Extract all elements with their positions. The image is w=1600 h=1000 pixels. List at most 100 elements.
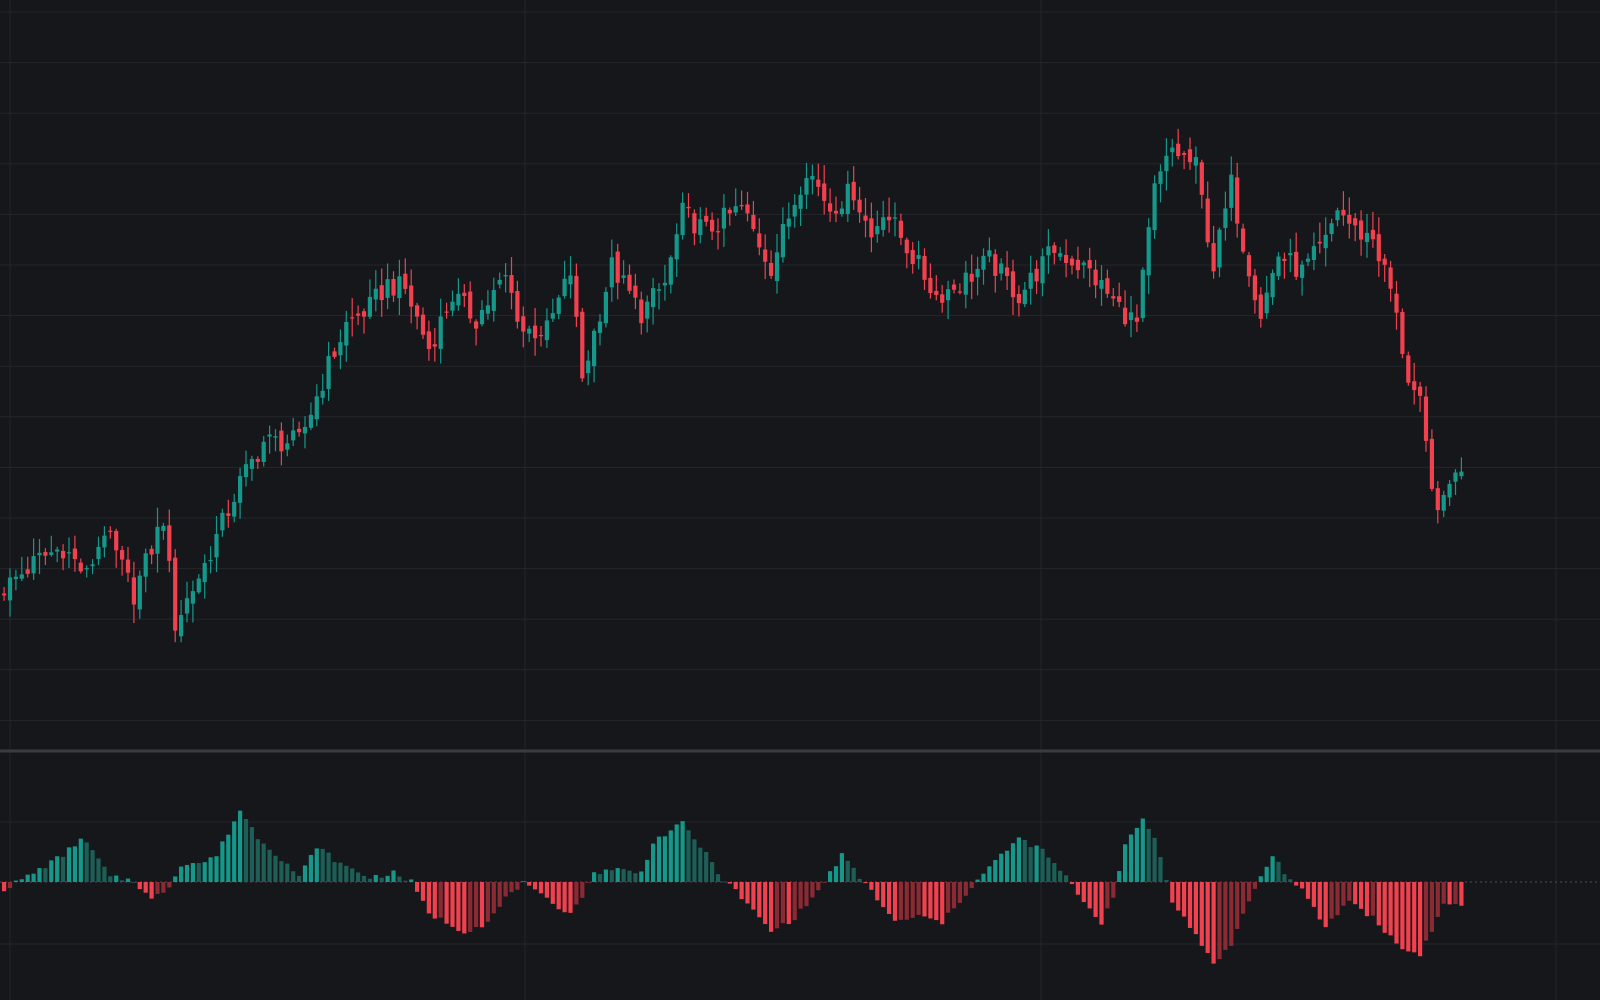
- candle[interactable]: [910, 242, 915, 274]
- candle[interactable]: [1099, 265, 1104, 306]
- candle[interactable]: [114, 528, 119, 568]
- candle[interactable]: [479, 300, 485, 327]
- candle[interactable]: [338, 329, 343, 370]
- candle[interactable]: [261, 435, 266, 467]
- candle[interactable]: [49, 535, 54, 557]
- candle[interactable]: [621, 260, 626, 284]
- candle[interactable]: [196, 574, 201, 595]
- candle[interactable]: [533, 307, 538, 356]
- candle[interactable]: [928, 263, 933, 299]
- candle[interactable]: [1300, 260, 1305, 296]
- candle[interactable]: [214, 515, 219, 573]
- candle[interactable]: [1335, 207, 1340, 227]
- candle[interactable]: [344, 310, 349, 362]
- candle[interactable]: [698, 207, 703, 244]
- candle[interactable]: [562, 260, 567, 299]
- candle[interactable]: [143, 548, 148, 593]
- candle[interactable]: [155, 507, 160, 573]
- candle[interactable]: [615, 243, 620, 300]
- candle[interactable]: [102, 526, 107, 558]
- candle[interactable]: [1223, 191, 1228, 241]
- candle[interactable]: [1010, 259, 1016, 316]
- candle[interactable]: [208, 546, 213, 574]
- candle[interactable]: [1058, 246, 1063, 261]
- candle[interactable]: [1152, 175, 1157, 239]
- candle[interactable]: [255, 456, 260, 469]
- candle[interactable]: [1187, 137, 1193, 170]
- candle[interactable]: [1128, 295, 1134, 338]
- candle[interactable]: [940, 284, 945, 313]
- candle[interactable]: [1075, 246, 1080, 279]
- candle[interactable]: [733, 188, 738, 217]
- candle[interactable]: [863, 197, 868, 238]
- candle[interactable]: [538, 325, 544, 347]
- candle[interactable]: [320, 373, 325, 405]
- candle[interactable]: [804, 162, 809, 210]
- candle[interactable]: [1305, 253, 1311, 267]
- candle[interactable]: [999, 258, 1004, 281]
- candle[interactable]: [1176, 128, 1181, 160]
- candle[interactable]: [887, 197, 892, 233]
- candle[interactable]: [1394, 280, 1399, 330]
- candle[interactable]: [721, 193, 726, 247]
- candle[interactable]: [179, 600, 184, 643]
- candle[interactable]: [1441, 490, 1446, 517]
- candle[interactable]: [857, 186, 862, 223]
- candle[interactable]: [462, 284, 467, 308]
- candle[interactable]: [946, 280, 951, 320]
- candle[interactable]: [1406, 351, 1411, 386]
- candle[interactable]: [19, 556, 24, 582]
- candle[interactable]: [485, 290, 490, 320]
- candle[interactable]: [426, 320, 431, 361]
- candle[interactable]: [521, 306, 526, 348]
- candle[interactable]: [1288, 238, 1293, 273]
- candle[interactable]: [1105, 269, 1110, 298]
- candle[interactable]: [78, 558, 83, 574]
- candle[interactable]: [509, 257, 514, 310]
- candle[interactable]: [981, 248, 986, 285]
- candle[interactable]: [1217, 227, 1222, 278]
- candle[interactable]: [727, 207, 732, 226]
- candle[interactable]: [108, 526, 113, 539]
- candle[interactable]: [420, 307, 426, 339]
- candle[interactable]: [875, 210, 880, 243]
- candle[interactable]: [61, 544, 66, 571]
- candle[interactable]: [1235, 162, 1240, 238]
- candle[interactable]: [1134, 304, 1139, 332]
- candle[interactable]: [326, 341, 331, 401]
- candle[interactable]: [249, 455, 254, 481]
- candle[interactable]: [1064, 239, 1069, 278]
- candle[interactable]: [592, 328, 597, 383]
- candle[interactable]: [651, 277, 656, 325]
- candle[interactable]: [609, 239, 614, 302]
- candle[interactable]: [190, 580, 195, 623]
- candle[interactable]: [922, 248, 927, 290]
- candle[interactable]: [1447, 480, 1452, 506]
- candle[interactable]: [1146, 218, 1151, 295]
- candle[interactable]: [1158, 164, 1163, 203]
- candle[interactable]: [1246, 252, 1252, 287]
- candle[interactable]: [220, 508, 225, 537]
- candle[interactable]: [586, 350, 591, 386]
- candle[interactable]: [544, 308, 549, 348]
- candle[interactable]: [987, 237, 992, 263]
- candle[interactable]: [580, 307, 585, 382]
- candle[interactable]: [1069, 255, 1075, 275]
- candle[interactable]: [1117, 282, 1122, 308]
- candle[interactable]: [704, 207, 709, 227]
- candle[interactable]: [792, 194, 797, 228]
- candle[interactable]: [279, 422, 284, 466]
- candle[interactable]: [680, 192, 685, 240]
- candle[interactable]: [668, 255, 673, 294]
- candle[interactable]: [1211, 225, 1216, 279]
- candle[interactable]: [238, 467, 243, 519]
- candle[interactable]: [291, 417, 296, 446]
- candle[interactable]: [774, 233, 780, 294]
- candle[interactable]: [1388, 260, 1393, 302]
- candle[interactable]: [1418, 381, 1423, 412]
- candle[interactable]: [202, 554, 207, 599]
- candle[interactable]: [1241, 223, 1246, 254]
- candle[interactable]: [131, 561, 136, 624]
- candle[interactable]: [810, 164, 815, 195]
- candle[interactable]: [120, 545, 125, 576]
